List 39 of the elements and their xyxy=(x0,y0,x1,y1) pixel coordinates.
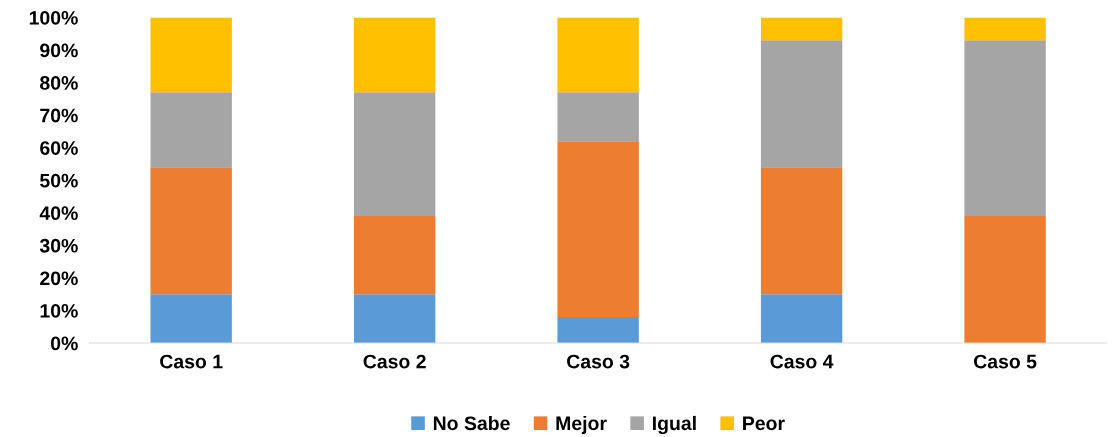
bar xyxy=(760,294,843,344)
x-tick-label: Caso 4 xyxy=(770,354,834,369)
bar xyxy=(964,216,1046,344)
bar xyxy=(760,40,843,168)
y-tick-label: 90% xyxy=(40,43,78,58)
x-tick-label: Caso 1 xyxy=(160,354,223,369)
legend-label: Peor xyxy=(743,416,785,431)
y-tick-label: 40% xyxy=(39,206,78,221)
y-tick-label: 10% xyxy=(40,303,78,318)
x-tick-label: Caso 5 xyxy=(974,354,1037,369)
bar xyxy=(353,92,436,217)
legend-label: Mejor xyxy=(556,415,607,435)
bar xyxy=(150,92,232,168)
y-tick-label: 70% xyxy=(40,108,78,123)
bar xyxy=(557,141,639,317)
y-tick-label: 30% xyxy=(39,238,78,253)
bar xyxy=(353,17,436,93)
bar xyxy=(964,17,1046,41)
y-tick-label: 80% xyxy=(40,76,78,90)
legend-label: No Sabe xyxy=(433,415,510,431)
y-tick-label: 100% xyxy=(29,10,78,25)
legend-label: Igual xyxy=(653,415,696,435)
bar xyxy=(557,17,639,93)
y-tick-label: 20% xyxy=(40,271,78,286)
bar xyxy=(760,17,843,41)
bar xyxy=(150,17,232,93)
bar xyxy=(964,40,1046,217)
bar xyxy=(150,294,232,344)
bar xyxy=(353,216,436,295)
bar xyxy=(353,294,436,344)
x-tick-label: Caso 3 xyxy=(567,354,630,369)
bar xyxy=(557,92,639,142)
bar xyxy=(760,167,843,295)
bar xyxy=(557,317,639,344)
bar xyxy=(150,167,232,295)
y-tick-label: 0% xyxy=(50,336,78,351)
x-tick-label: Caso 2 xyxy=(363,354,426,369)
y-tick-label: 60% xyxy=(40,141,78,155)
y-tick-label: 50% xyxy=(40,173,78,188)
